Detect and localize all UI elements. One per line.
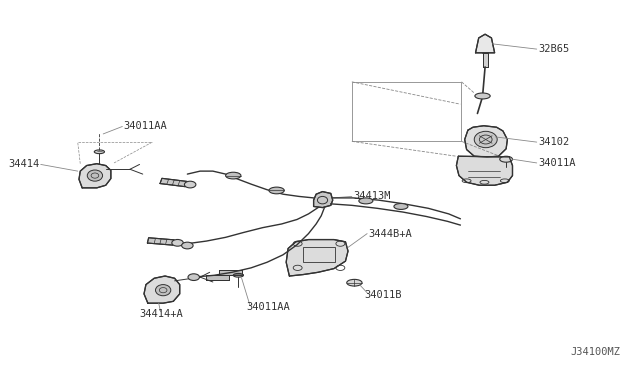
Polygon shape [147, 238, 174, 245]
Polygon shape [79, 164, 111, 188]
Polygon shape [476, 34, 495, 53]
Polygon shape [314, 192, 333, 208]
Ellipse shape [233, 273, 243, 277]
Polygon shape [207, 275, 229, 280]
Bar [303, 247, 335, 262]
Ellipse shape [359, 198, 373, 204]
Bar [352, 82, 461, 141]
Polygon shape [160, 178, 187, 187]
Ellipse shape [500, 156, 513, 162]
Text: 34011A: 34011A [538, 158, 575, 168]
Text: 34011AA: 34011AA [246, 302, 290, 312]
Text: 34011AA: 34011AA [124, 122, 168, 131]
Text: 34102: 34102 [538, 137, 569, 147]
Text: 34413M: 34413M [353, 192, 390, 201]
Text: 34414+A: 34414+A [140, 310, 183, 319]
Ellipse shape [474, 131, 497, 148]
Polygon shape [483, 53, 488, 67]
Ellipse shape [172, 240, 183, 246]
Ellipse shape [87, 170, 102, 181]
Polygon shape [465, 126, 508, 157]
Ellipse shape [182, 242, 193, 249]
Ellipse shape [188, 274, 200, 280]
Text: J34100MZ: J34100MZ [571, 347, 621, 357]
Ellipse shape [394, 203, 408, 209]
Text: 32B65: 32B65 [538, 44, 569, 54]
Ellipse shape [94, 150, 104, 154]
Ellipse shape [156, 285, 171, 296]
Polygon shape [220, 270, 242, 275]
Text: 3444B+A: 3444B+A [369, 229, 412, 238]
Ellipse shape [475, 93, 490, 99]
Ellipse shape [347, 279, 362, 286]
Text: 34011B: 34011B [365, 290, 402, 299]
Polygon shape [286, 240, 348, 276]
Ellipse shape [269, 187, 284, 194]
Ellipse shape [226, 172, 241, 179]
Polygon shape [144, 276, 180, 303]
Text: 34414: 34414 [8, 160, 40, 169]
Polygon shape [456, 156, 513, 185]
Ellipse shape [184, 181, 196, 188]
